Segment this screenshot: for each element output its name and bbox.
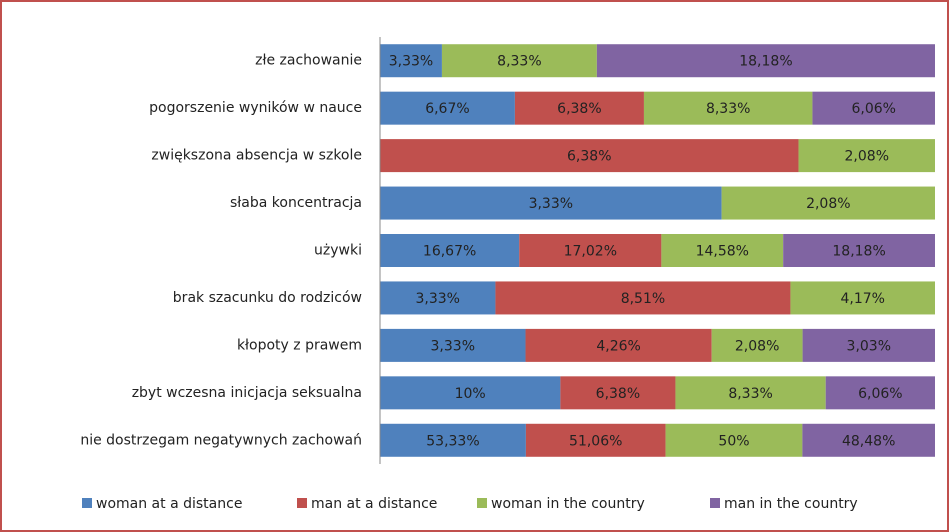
data-label: 3,33% (431, 338, 475, 354)
data-label: 3,33% (389, 54, 433, 70)
data-label: 6,06% (858, 386, 902, 402)
legend-label: woman at a distance (96, 496, 242, 512)
data-label: 17,02% (564, 244, 617, 260)
data-label: 8,33% (728, 386, 772, 402)
data-label: 6,06% (851, 101, 895, 117)
bar-segment (380, 376, 561, 410)
bar-segment (798, 139, 935, 173)
bar-segment (380, 91, 515, 125)
bar-segment (519, 234, 662, 267)
data-label: 4,17% (840, 291, 884, 307)
data-label: 50% (718, 433, 749, 449)
data-label: 48,48% (842, 433, 895, 449)
bar-segment (665, 423, 803, 457)
legend-label: man in the country (724, 496, 858, 512)
bar-segment (514, 91, 644, 125)
bar-segment (596, 44, 935, 78)
bar-segment (525, 328, 712, 362)
data-label: 3,33% (415, 291, 459, 307)
bar-segment (812, 91, 935, 125)
y-tick-label: zbyt wczesna inicjacja seksualna (132, 385, 362, 401)
data-label: 8,33% (497, 54, 541, 70)
data-label: 18,18% (739, 54, 792, 70)
bar-segment (380, 328, 526, 362)
y-tick-label: pogorszenie wyników w nauce (149, 100, 362, 116)
bar-segment (441, 44, 597, 78)
bar-segment (721, 186, 935, 220)
legend-swatch (710, 498, 720, 508)
bar-segment (380, 423, 526, 457)
legend-label: man at a distance (311, 496, 437, 512)
bar-segment (495, 281, 791, 315)
bar-segment (380, 44, 442, 78)
bar-segment (380, 281, 496, 315)
bar-segment (783, 234, 935, 267)
data-label: 6,38% (567, 149, 611, 165)
bar-segment (790, 281, 935, 315)
legend-swatch (297, 498, 307, 508)
bar-segment (661, 234, 784, 267)
data-label: 8,33% (706, 101, 750, 117)
y-tick-label: kłopoty z prawem (237, 337, 362, 353)
data-label: 2,08% (735, 338, 779, 354)
bar-segment (711, 328, 803, 362)
bar-segment (525, 423, 666, 457)
bar-segment (380, 186, 722, 220)
data-label: 2,08% (806, 196, 850, 212)
data-label: 6,67% (425, 101, 469, 117)
y-tick-label: brak szacunku do rodziców (173, 290, 362, 306)
y-tick-label: używki (314, 243, 362, 259)
bar-segment (380, 139, 799, 173)
data-label: 6,38% (557, 101, 601, 117)
data-label: 3,33% (529, 196, 573, 212)
data-label: 51,06% (569, 433, 622, 449)
data-label: 16,67% (423, 244, 476, 260)
y-tick-label: zwiększona absencja w szkole (151, 148, 362, 164)
data-label: 6,38% (596, 386, 640, 402)
bar-segment (675, 376, 826, 410)
bar-segment (825, 376, 935, 410)
y-tick-label: słaba koncentracja (230, 195, 362, 211)
data-label: 18,18% (832, 244, 885, 260)
legend-label: woman in the country (491, 496, 645, 512)
data-label: 3,03% (847, 338, 891, 354)
data-label: 2,08% (845, 149, 889, 165)
data-label: 8,51% (621, 291, 665, 307)
bar-segment (643, 91, 813, 125)
data-label: 53,33% (426, 433, 479, 449)
legend-swatch (82, 498, 92, 508)
y-tick-label: złe zachowanie (255, 53, 362, 69)
data-label: 10% (455, 386, 486, 402)
y-tick-label: nie dostrzegam negatywnych zachowań (80, 432, 362, 448)
data-label: 4,26% (596, 338, 640, 354)
bar-segment (380, 234, 520, 267)
data-label: 14,58% (696, 244, 749, 260)
bar-segment (802, 328, 935, 362)
legend-swatch (477, 498, 487, 508)
bar-segment (802, 423, 935, 457)
bar-segment (560, 376, 676, 410)
